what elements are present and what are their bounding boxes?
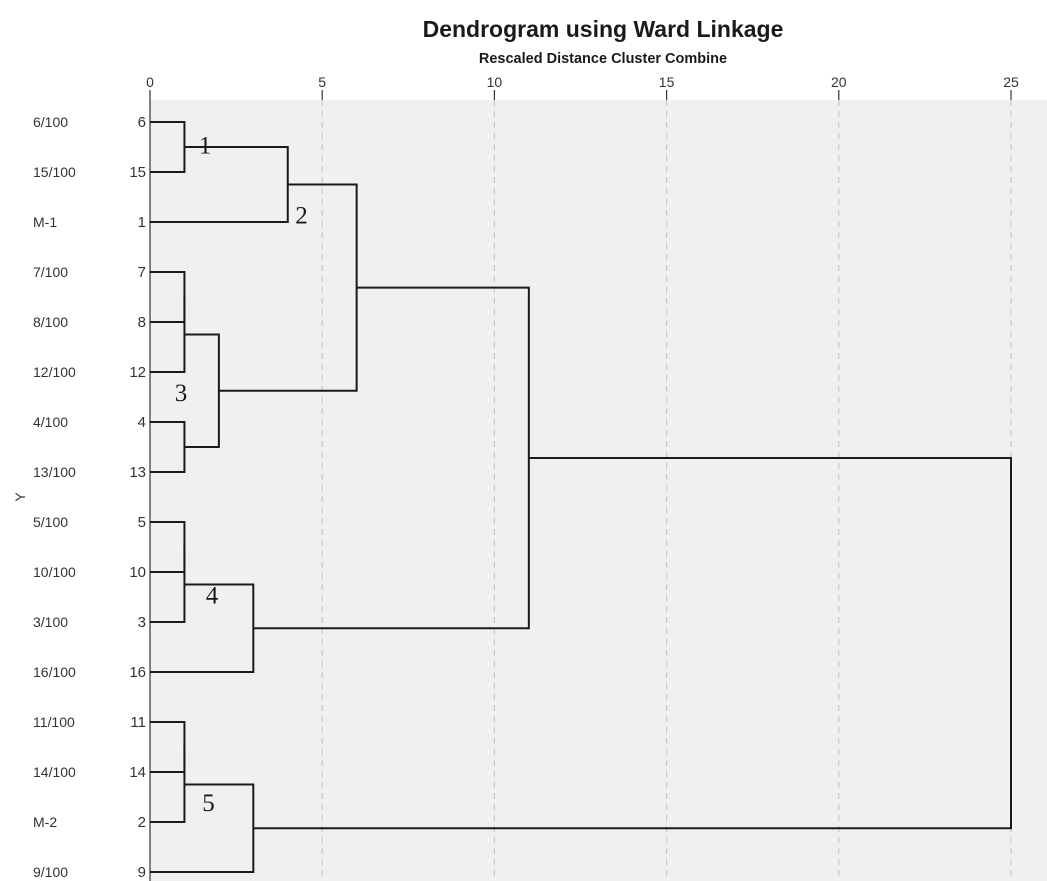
cluster-annotation-5: 5 bbox=[202, 790, 215, 817]
leaf-label: 13/100 bbox=[33, 464, 76, 480]
leaf-label: M-1 bbox=[33, 214, 57, 230]
case-number: 3 bbox=[138, 614, 146, 631]
leaf-labels: 6/100 6 15/100 15 M-1 1 7/100 7 8/100 8 12/100 12 4/… bbox=[33, 114, 146, 881]
x-axis: 0 5 10 15 20 25 bbox=[146, 74, 1019, 881]
leaf-label: M-2 bbox=[33, 814, 57, 830]
x-tick-label-25: 25 bbox=[1003, 74, 1019, 90]
case-number: 5 bbox=[138, 514, 146, 531]
cluster-annotations: 1 2 3 4 5 bbox=[175, 133, 308, 818]
chart-title: Dendrogram using Ward Linkage bbox=[423, 16, 784, 42]
x-tick-label-10: 10 bbox=[487, 74, 503, 90]
x-tick-label-15: 15 bbox=[659, 74, 675, 90]
leaf-label: 6/100 bbox=[33, 114, 68, 130]
y-axis-label: Y bbox=[12, 492, 28, 502]
dendrogram-link bbox=[150, 297, 186, 373]
case-number: 7 bbox=[138, 264, 146, 281]
dendrogram-link bbox=[150, 747, 186, 823]
plot-background bbox=[150, 100, 1047, 881]
leaf-label: 3/100 bbox=[33, 614, 68, 630]
leaf-label: 11/100 bbox=[33, 714, 75, 730]
case-number: 16 bbox=[129, 664, 146, 681]
x-tick-label-5: 5 bbox=[318, 74, 326, 90]
case-number: 6 bbox=[138, 114, 146, 131]
x-tick-label-0: 0 bbox=[146, 74, 154, 90]
case-number: 8 bbox=[138, 314, 146, 331]
case-number: 2 bbox=[138, 814, 146, 831]
case-number: 4 bbox=[138, 414, 146, 431]
leaf-label: 14/100 bbox=[33, 764, 76, 780]
leaf-label: 12/100 bbox=[33, 364, 76, 380]
cluster-annotation-1: 1 bbox=[199, 133, 212, 160]
leaf-label: 15/100 bbox=[33, 164, 76, 180]
case-number: 15 bbox=[129, 164, 146, 181]
leaf-label: 10/100 bbox=[33, 564, 76, 580]
leaf-label: 7/100 bbox=[33, 264, 68, 280]
plot-area bbox=[150, 100, 1047, 881]
dendrogram-link bbox=[150, 547, 186, 623]
case-number: 13 bbox=[129, 464, 146, 481]
leaf-label: 4/100 bbox=[33, 414, 68, 430]
cluster-annotation-3: 3 bbox=[175, 380, 188, 407]
case-number: 1 bbox=[138, 214, 146, 231]
leaf-label: 8/100 bbox=[33, 314, 68, 330]
leaf-label: 5/100 bbox=[33, 514, 68, 530]
case-number: 10 bbox=[129, 564, 146, 581]
cluster-annotation-4: 4 bbox=[206, 583, 219, 610]
case-number: 9 bbox=[138, 864, 146, 881]
case-number: 12 bbox=[129, 364, 146, 381]
cluster-annotation-2: 2 bbox=[295, 203, 308, 230]
leaf-label: 16/100 bbox=[33, 664, 76, 680]
leaf-label: 9/100 bbox=[33, 864, 68, 880]
x-tick-label-20: 20 bbox=[831, 74, 847, 90]
chart-subtitle: Rescaled Distance Cluster Combine bbox=[479, 51, 727, 67]
dendrogram-links bbox=[150, 121, 1012, 873]
dendrogram-link bbox=[253, 456, 1012, 830]
case-number: 14 bbox=[129, 764, 146, 781]
case-number: 11 bbox=[130, 714, 146, 731]
